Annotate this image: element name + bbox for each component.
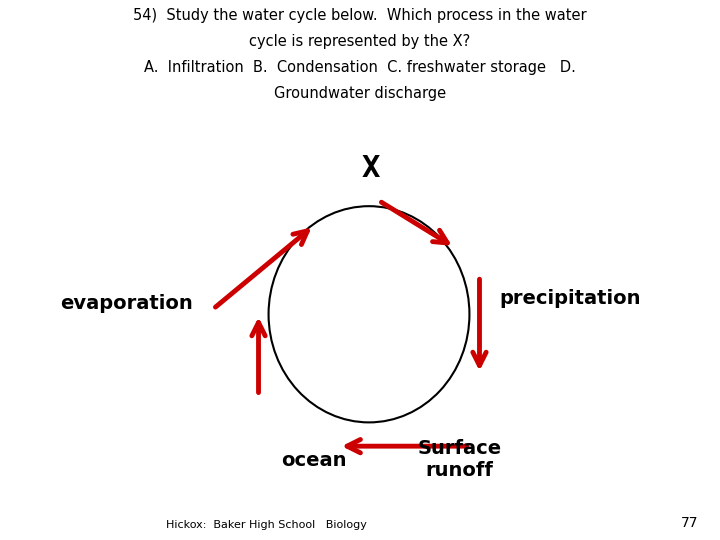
Text: Hickox:  Baker High School   Biology: Hickox: Baker High School Biology — [166, 520, 366, 530]
Text: ocean: ocean — [281, 451, 346, 470]
Text: X: X — [362, 154, 380, 183]
Text: 54)  Study the water cycle below.  Which process in the water: 54) Study the water cycle below. Which p… — [133, 8, 587, 23]
Text: A.  Infiltration  B.  Condensation  C. freshwater storage   D.: A. Infiltration B. Condensation C. fresh… — [144, 60, 576, 75]
Text: 77: 77 — [681, 516, 698, 530]
Text: cycle is represented by the X?: cycle is represented by the X? — [249, 34, 471, 49]
Text: Surface
runoff: Surface runoff — [418, 439, 501, 480]
Text: precipitation: precipitation — [500, 288, 641, 308]
Text: Groundwater discharge: Groundwater discharge — [274, 86, 446, 101]
Text: evaporation: evaporation — [60, 294, 193, 313]
